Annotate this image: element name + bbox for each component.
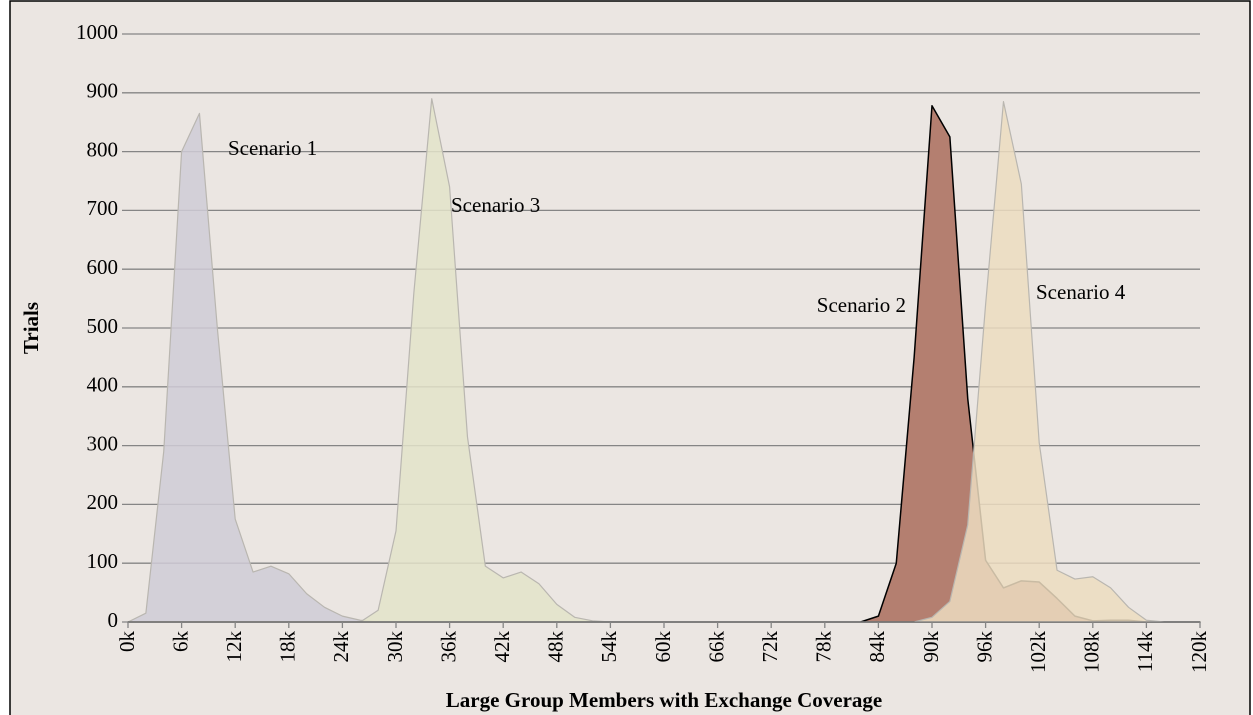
- y-tick-label: 500: [87, 314, 119, 338]
- y-tick-label: 300: [87, 431, 119, 455]
- plot-area: 0 100 200 300 400 500 600 700 800 900 1000 0k 6k 12k 1…: [76, 20, 1211, 673]
- series-label: Scenario 1: [228, 136, 317, 160]
- x-tick-label: 24k: [329, 631, 353, 663]
- x-axis-title: Large Group Members with Exchange Covera…: [446, 688, 882, 712]
- x-tick-label: 0k: [115, 631, 139, 653]
- y-tick-label: 0: [108, 608, 119, 632]
- x-tick-label: 114k: [1133, 631, 1157, 673]
- y-tick-label: 200: [87, 490, 119, 514]
- x-tick-label: 54k: [597, 631, 621, 663]
- x-tick-label: 6k: [168, 631, 192, 653]
- x-tick-label: 84k: [865, 631, 889, 663]
- y-tick-label: 400: [87, 373, 119, 397]
- series-label: Scenario 4: [1036, 280, 1126, 304]
- y-tick-label: 700: [87, 196, 119, 220]
- x-tick-label: 36k: [436, 631, 460, 663]
- x-tick-label: 72k: [758, 631, 782, 663]
- y-tick-label: 100: [87, 549, 119, 573]
- x-tick-label: 96k: [972, 631, 996, 663]
- y-axis-title: Trials: [19, 302, 43, 354]
- y-tick-label: 1000: [76, 20, 118, 44]
- series-label: Scenario 2: [817, 293, 906, 317]
- x-tick-label: 78k: [812, 631, 836, 663]
- x-tick-label: 120k: [1187, 631, 1211, 674]
- y-tick-label: 900: [87, 79, 119, 103]
- x-tick-label: 48k: [544, 631, 568, 663]
- x-tick-label: 90k: [919, 631, 943, 663]
- x-tick-label: 102k: [1026, 631, 1050, 674]
- x-tick-label: 12k: [222, 631, 246, 663]
- x-tick-label: 108k: [1080, 631, 1104, 674]
- x-tick-label: 18k: [276, 631, 300, 663]
- x-tick-label: 66k: [704, 631, 728, 663]
- series-label: Scenario 3: [451, 193, 540, 217]
- x-tick-label: 42k: [490, 631, 514, 663]
- x-tick-label: 60k: [651, 631, 675, 663]
- y-tick-label: 600: [87, 255, 119, 279]
- x-tick-label: 30k: [383, 631, 407, 663]
- y-tick-label: 800: [87, 137, 119, 161]
